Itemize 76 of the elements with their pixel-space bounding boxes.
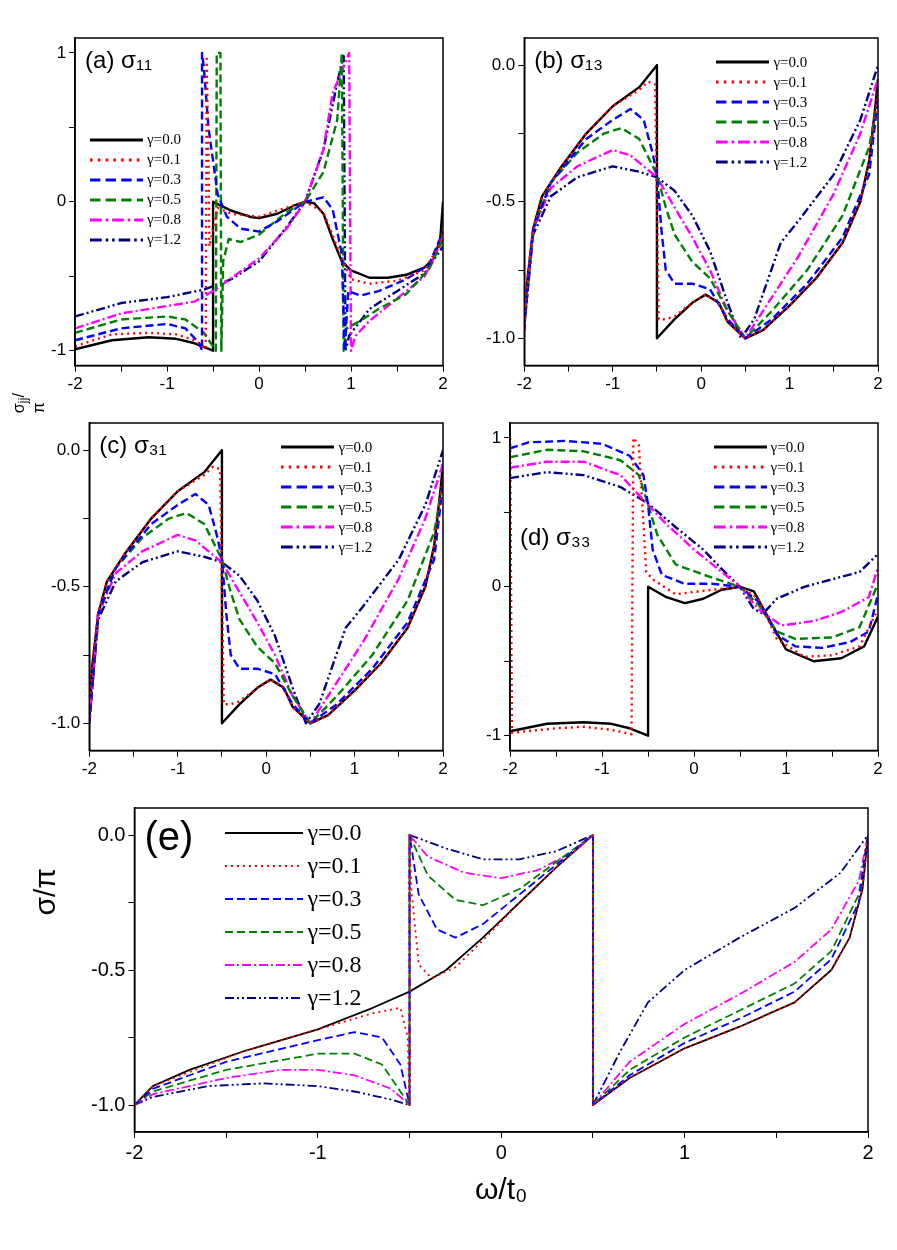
x-tick-label: 2: [438, 374, 448, 394]
y-tick-label: 1: [56, 42, 67, 62]
x-tick-label: -1: [594, 759, 610, 779]
x-tick-label: -2: [81, 759, 97, 779]
y-tick-label: 0.0: [491, 54, 516, 74]
y-tick-label: 0.0: [56, 439, 81, 459]
x-tick-label: 1: [679, 1140, 691, 1163]
y-tick-label: -1.0: [90, 1092, 126, 1115]
legend-label: γ=1.2: [307, 984, 362, 1011]
chart-title: (b) σ₁₃: [534, 46, 603, 74]
legend-label: γ=0.1: [770, 458, 805, 476]
x-tick-label: 2: [862, 1140, 874, 1163]
x-tick-label: 1: [781, 759, 791, 779]
legend-label: γ=0.0: [773, 53, 808, 71]
y-tick-label: -1.0: [51, 712, 81, 732]
legend-label: γ=0.1: [773, 73, 808, 91]
legend-label: γ=0.0: [147, 131, 181, 149]
y-tick-label: -0.5: [90, 957, 126, 980]
legend-label: γ=1.2: [770, 538, 805, 556]
legend-label: γ=0.1: [307, 852, 362, 879]
x-tick-label: -1: [605, 374, 621, 394]
legend-label: γ=0.1: [147, 151, 181, 169]
chart-title: (e): [144, 814, 194, 859]
y-tick-label: 1: [491, 427, 502, 447]
x-tick-label: 2: [873, 374, 883, 394]
x-tick-label: -2: [516, 374, 532, 394]
chart-title: (a) σ₁₁: [85, 46, 153, 74]
y-tick-label: 0: [56, 191, 67, 211]
legend-label: γ=0.0: [338, 438, 373, 456]
legend-label: γ=0.8: [773, 133, 808, 151]
x-tick-label: -2: [67, 374, 83, 394]
legend-label: γ=0.0: [307, 819, 362, 846]
y-tick-label: -1: [485, 725, 502, 745]
chart-title: (c) σ₃₁: [99, 431, 167, 459]
x-tick-label: -1: [159, 374, 175, 394]
x-tick-label: 1: [349, 759, 360, 779]
legend-label: γ=0.3: [147, 171, 181, 189]
legend-label: γ=0.3: [770, 478, 805, 496]
legend-label: γ=1.2: [338, 538, 373, 556]
legend-label: γ=0.3: [773, 93, 808, 111]
x-tick-label: -2: [502, 759, 518, 779]
x-tick-label: -1: [170, 759, 186, 779]
text: (d) σ₃₃: [520, 522, 591, 551]
legend-label: γ=0.5: [773, 113, 808, 131]
legend-label: γ=0.1: [338, 458, 373, 476]
legend-label: γ=0.8: [338, 518, 373, 536]
legend-label: γ=1.2: [147, 231, 181, 249]
legend-label: γ=1.2: [773, 153, 808, 171]
x-tick-label: 0: [696, 374, 706, 394]
legend-label: γ=0.3: [338, 478, 373, 496]
x-tick-label: -1: [308, 1140, 327, 1163]
x-tick-label: 1: [346, 374, 356, 394]
y-axis-title: σ/π: [28, 868, 62, 916]
y-tick-label: 0: [491, 576, 502, 596]
legend-label: γ=0.5: [147, 191, 181, 209]
legend-label: γ=0.8: [770, 518, 805, 536]
legend-label: γ=0.5: [770, 498, 805, 516]
x-tick-label: 0: [254, 374, 264, 394]
legend-label: γ=0.8: [147, 211, 181, 229]
x-axis-title: ω/t₀: [473, 1172, 529, 1206]
legend-label: γ=0.5: [307, 918, 362, 945]
x-tick-label: 2: [438, 759, 448, 779]
legend-label: γ=0.3: [307, 885, 362, 912]
x-tick-label: 2: [873, 759, 883, 779]
y-tick-label: -1: [50, 340, 67, 360]
x-tick-label: 0: [689, 759, 699, 779]
x-tick-label: 0: [261, 759, 271, 779]
legend-label: γ=0.0: [770, 438, 805, 456]
y-tick-label: -0.5: [486, 191, 516, 211]
y-tick-label: -0.5: [51, 576, 81, 596]
y-tick-label: -1.0: [486, 327, 516, 347]
x-tick-label: 1: [784, 374, 795, 394]
legend-label: γ=0.8: [307, 951, 362, 978]
legend-label: γ=0.5: [338, 498, 373, 516]
y-tick-label: 0.0: [97, 822, 126, 845]
x-tick-label: -2: [125, 1140, 144, 1163]
